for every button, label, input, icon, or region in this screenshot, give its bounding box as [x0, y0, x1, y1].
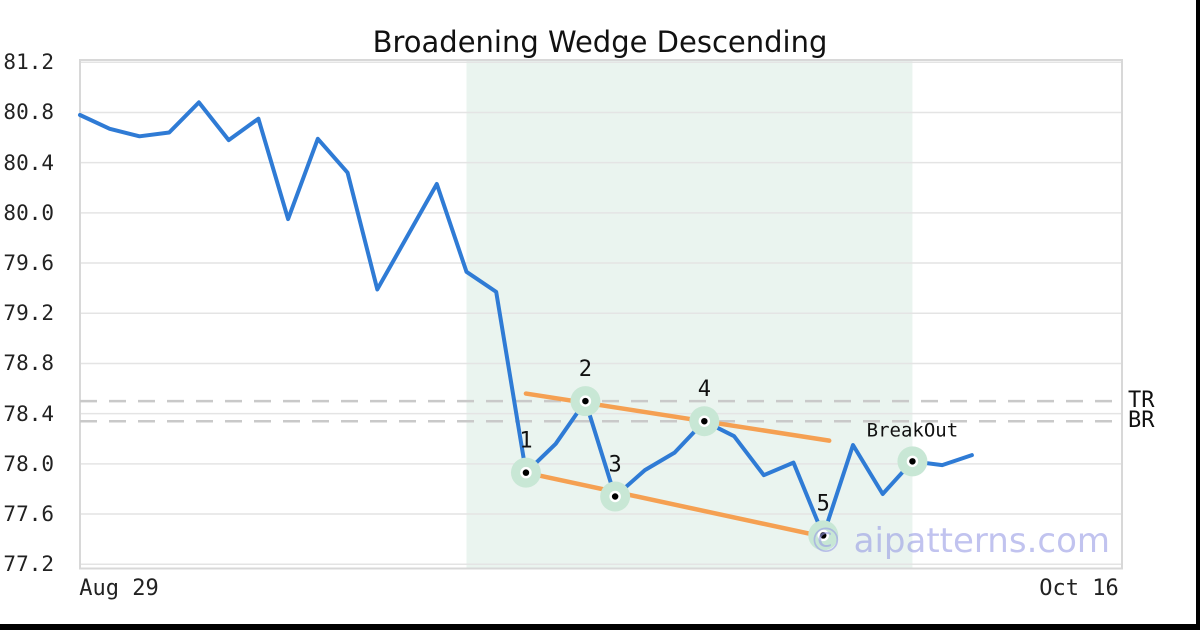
- pattern-highlight-region: [466, 60, 913, 569]
- marker-dot: [520, 466, 532, 479]
- plot-border: [79, 59, 1123, 570]
- pattern-point-label: BreakOut: [867, 419, 959, 441]
- trendline-lower: [523, 470, 835, 541]
- y-tick-label: 80.8: [3, 100, 54, 125]
- marker-dot: [579, 395, 592, 407]
- level-label-br: BR: [1128, 408, 1155, 434]
- y-tick-label: 77.6: [3, 502, 54, 527]
- price-line: [78, 100, 974, 538]
- y-tick-label: 78.4: [3, 401, 54, 426]
- x-axis-label-end: Oct 16: [1039, 576, 1119, 601]
- pattern-point-label: 4: [698, 377, 711, 402]
- y-tick-label: 78.0: [3, 451, 54, 476]
- y-tick-label: 81.2: [3, 50, 54, 75]
- y-tick-label: 79.6: [3, 251, 54, 276]
- y-tick-label: 78.8: [3, 351, 54, 376]
- pattern-point-label: 3: [609, 452, 622, 477]
- x-axis-label-start: Aug 29: [79, 576, 159, 601]
- marker-dot: [698, 415, 711, 427]
- y-tick-label: 77.2: [3, 552, 54, 577]
- marker-dot: [609, 490, 621, 503]
- chart-title: Broadening Wedge Descending: [372, 25, 828, 59]
- frame-border-right: [1196, 0, 1200, 630]
- marker-dot: [906, 455, 919, 468]
- y-tick-label: 80.0: [3, 200, 54, 225]
- pattern-point-label: 2: [579, 357, 592, 382]
- pattern-point-label: 5: [817, 491, 830, 516]
- marker-dot: [817, 529, 829, 542]
- y-tick-label: 79.2: [3, 301, 54, 326]
- level-label-tr: TR: [1128, 388, 1155, 414]
- pattern-point-label: 1: [519, 429, 532, 454]
- y-tick-label: 80.4: [3, 150, 54, 175]
- watermark: © aipatterns.com: [808, 521, 1110, 561]
- frame-border-bottom: [0, 624, 1200, 630]
